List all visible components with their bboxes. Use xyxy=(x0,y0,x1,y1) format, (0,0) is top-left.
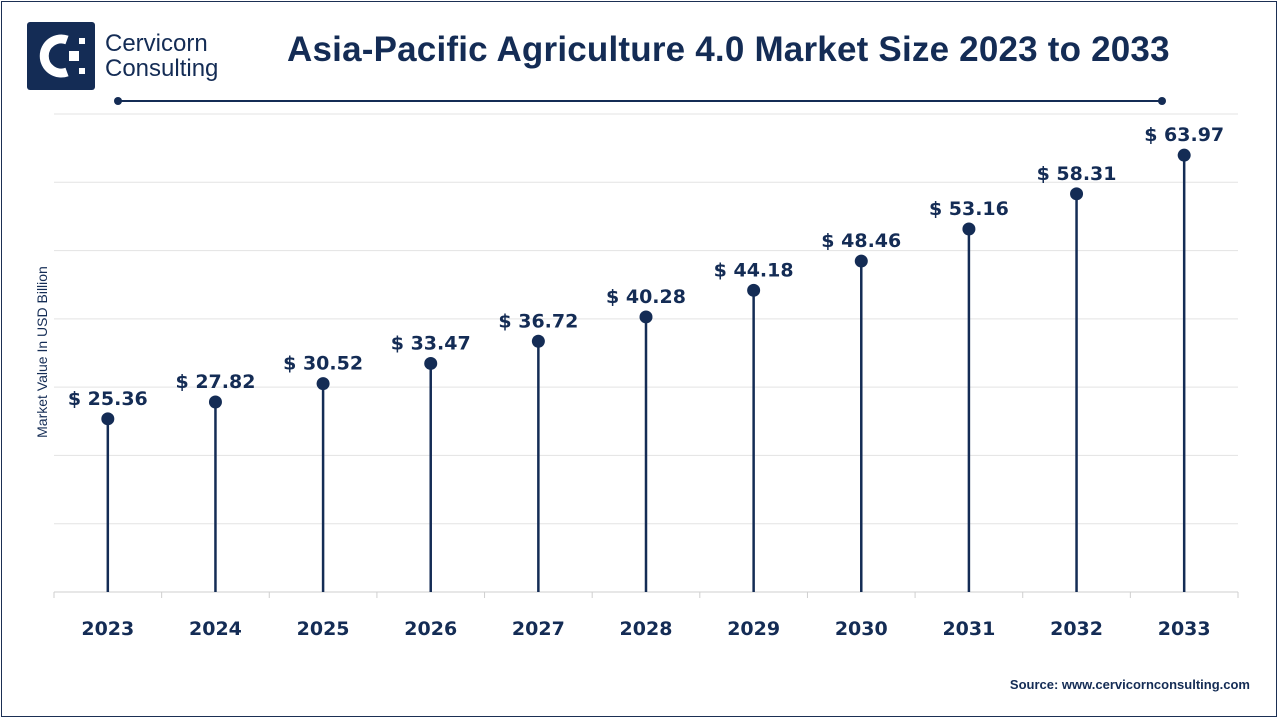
title-rule-right-dot xyxy=(1158,97,1166,105)
data-label: $ 30.52 xyxy=(283,353,363,375)
lollipop-point xyxy=(1177,148,1191,162)
data-label: $ 63.97 xyxy=(1144,124,1224,146)
lollipop-point xyxy=(424,356,438,370)
lollipop-point xyxy=(639,310,653,324)
x-tick-label: 2031 xyxy=(942,618,995,640)
x-tick-label: 2027 xyxy=(512,618,565,640)
x-tick-label: 2029 xyxy=(727,618,780,640)
data-label: $ 25.36 xyxy=(68,388,148,410)
data-label: $ 53.16 xyxy=(929,198,1009,220)
lollipop-point xyxy=(208,395,222,409)
brand-name-line1: Cervicorn xyxy=(105,30,208,57)
lollipop-point xyxy=(854,254,868,268)
data-label: $ 58.31 xyxy=(1037,163,1117,185)
data-label: $ 27.82 xyxy=(175,371,255,393)
x-tick-label: 2023 xyxy=(81,618,134,640)
data-label: $ 40.28 xyxy=(606,286,686,308)
data-label: $ 48.46 xyxy=(821,230,901,252)
x-tick-label: 2025 xyxy=(297,618,350,640)
lollipop-point xyxy=(316,377,330,391)
lollipop-point xyxy=(1070,187,1084,201)
data-label: $ 36.72 xyxy=(498,310,578,332)
source-text: Source: www.cervicornconsulting.com xyxy=(1009,677,1250,692)
lollipop-point xyxy=(747,283,761,297)
x-tick-label: 2026 xyxy=(404,618,457,640)
x-tick-label: 2024 xyxy=(189,618,242,640)
lollipop-point xyxy=(101,412,115,426)
cervicorn-logo-icon xyxy=(27,22,95,90)
x-tick-label: 2032 xyxy=(1050,618,1103,640)
chart-title: Asia-Pacific Agriculture 4.0 Market Size… xyxy=(287,30,1170,69)
lollipop-point xyxy=(962,222,976,236)
x-tick-label: 2030 xyxy=(835,618,888,640)
x-tick-label: 2028 xyxy=(620,618,673,640)
data-label: $ 44.18 xyxy=(714,259,794,281)
brand-logo: Cervicorn Consulting xyxy=(27,22,218,90)
brand-name-line2: Consulting xyxy=(105,55,219,82)
title-rule xyxy=(118,100,1162,102)
lollipop-point xyxy=(531,334,545,348)
data-label: $ 33.47 xyxy=(391,332,471,354)
x-tick-label: 2033 xyxy=(1158,618,1211,640)
